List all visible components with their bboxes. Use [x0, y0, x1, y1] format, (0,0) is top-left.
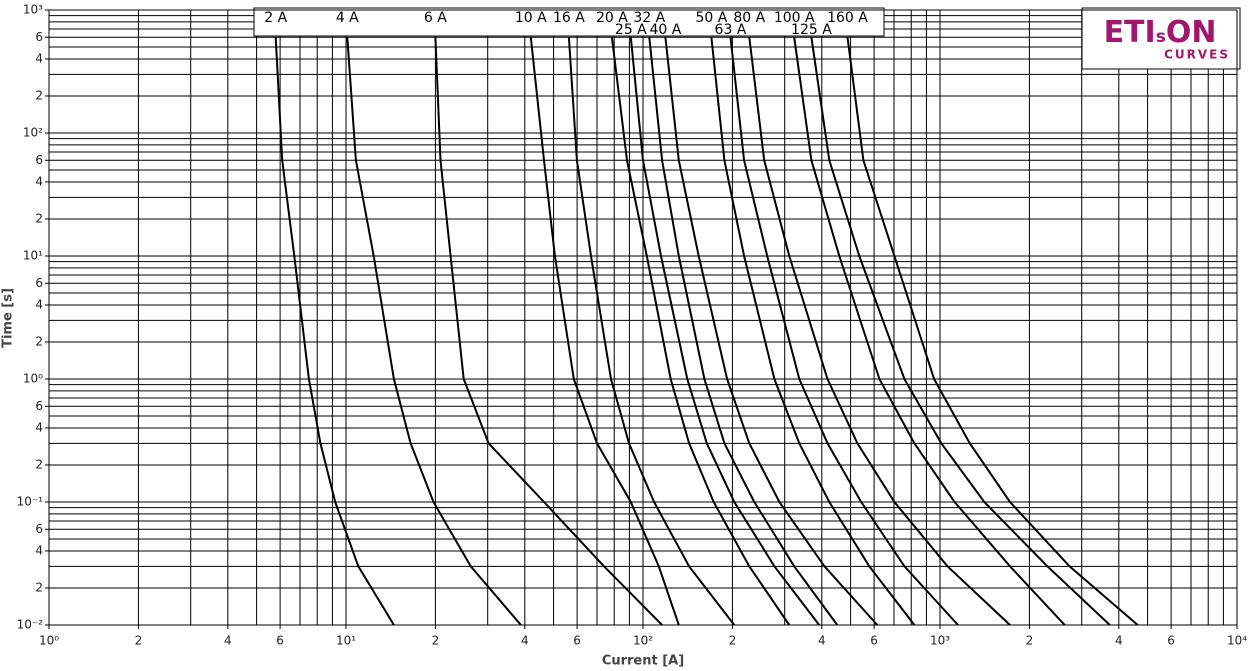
y-tick-label: 10¹ — [23, 249, 43, 263]
y-tick-label: 6 — [35, 399, 43, 413]
curve — [346, 37, 522, 626]
x-tick-label: 4 — [1115, 634, 1123, 648]
legend-label: 6 A — [424, 10, 447, 26]
y-tick-label: 10⁻¹ — [17, 495, 44, 509]
legend-label: 25 A — [615, 22, 647, 38]
x-tick-label: 2 — [432, 634, 440, 648]
curve — [567, 37, 736, 626]
legend-label: 4 A — [336, 10, 359, 26]
x-tick-label: 6 — [573, 634, 581, 648]
y-tick-label: 6 — [35, 522, 43, 536]
y-tick-label: 6 — [35, 276, 43, 290]
x-tick-label: 2 — [1026, 634, 1034, 648]
y-tick-label: 6 — [35, 153, 43, 167]
x-tick-label: 2 — [135, 634, 143, 648]
y-tick-label: 4 — [35, 174, 43, 188]
legend-label: 160 A — [827, 10, 868, 26]
legend-label: 50 A — [696, 10, 728, 26]
x-tick-label: 10⁰ — [39, 634, 59, 648]
x-tick-label: 6 — [1167, 634, 1175, 648]
x-tick-label: 10³ — [930, 634, 950, 648]
x-tick-label: 4 — [521, 634, 529, 648]
curves — [274, 37, 1139, 626]
label-box — [253, 7, 885, 37]
y-tick-label: 2 — [35, 211, 43, 225]
logo-tagline: CURVES — [1164, 48, 1230, 62]
y-tick-label: 4 — [35, 420, 43, 434]
x-tick-label: 10⁴ — [1227, 634, 1247, 648]
y-tick-label: 4 — [35, 51, 43, 65]
logo-part: s — [1156, 27, 1166, 47]
y-tick-label: 10² — [23, 126, 43, 140]
legend-label: 63 A — [715, 22, 747, 38]
curve — [629, 37, 820, 626]
curve — [846, 37, 1139, 626]
legend-label: 2 A — [264, 10, 287, 26]
x-tick-label: 4 — [224, 634, 232, 648]
y-tick-label: 4 — [35, 297, 43, 311]
x-tick-label: 10² — [633, 634, 653, 648]
curve — [648, 37, 839, 626]
x-tick-label: 6 — [276, 634, 284, 648]
curve — [529, 37, 680, 626]
curve — [793, 37, 1066, 626]
logo-brand: ETIsON — [1104, 15, 1217, 50]
legend-label: 20 A — [596, 10, 628, 26]
y-tick-label: 6 — [35, 30, 43, 44]
legend-label: 40 A — [650, 22, 682, 38]
x-tick-label: 2 — [729, 634, 737, 648]
y-tick-label: 10⁰ — [23, 372, 43, 386]
logo-part: ETI — [1104, 15, 1156, 50]
y-tick-label: 4 — [35, 543, 43, 557]
y-axis-title: Time [s] — [1, 288, 16, 348]
curve — [610, 37, 791, 626]
curve — [274, 37, 395, 626]
x-axis-title: Current [A] — [602, 654, 684, 669]
curve — [810, 37, 1111, 626]
legend-label: 10 A — [515, 10, 547, 26]
logo-box — [1081, 7, 1241, 70]
legend-label: 80 A — [733, 10, 765, 26]
y-tick-label: 10⁻² — [17, 618, 44, 632]
curve — [710, 37, 916, 626]
curve — [664, 37, 879, 626]
plot-frame — [48, 9, 1238, 626]
curve — [729, 37, 959, 626]
y-tick-label: 2 — [35, 88, 43, 102]
logo-part: ON — [1166, 15, 1217, 50]
y-tick-label: 2 — [35, 457, 43, 471]
legend-label: 100 A — [774, 10, 815, 26]
x-tick-label: 10¹ — [336, 634, 356, 648]
legend-label: 32 A — [633, 10, 665, 26]
y-tick-label: 2 — [35, 334, 43, 348]
y-tick-label: 2 — [35, 580, 43, 594]
x-tick-label: 4 — [818, 634, 826, 648]
legend-label: 125 A — [791, 22, 832, 38]
legend-label: 16 A — [553, 10, 585, 26]
curve — [434, 37, 663, 626]
y-tick-label: 10³ — [23, 3, 43, 17]
curve — [748, 37, 1011, 626]
x-tick-label: 6 — [870, 634, 878, 648]
